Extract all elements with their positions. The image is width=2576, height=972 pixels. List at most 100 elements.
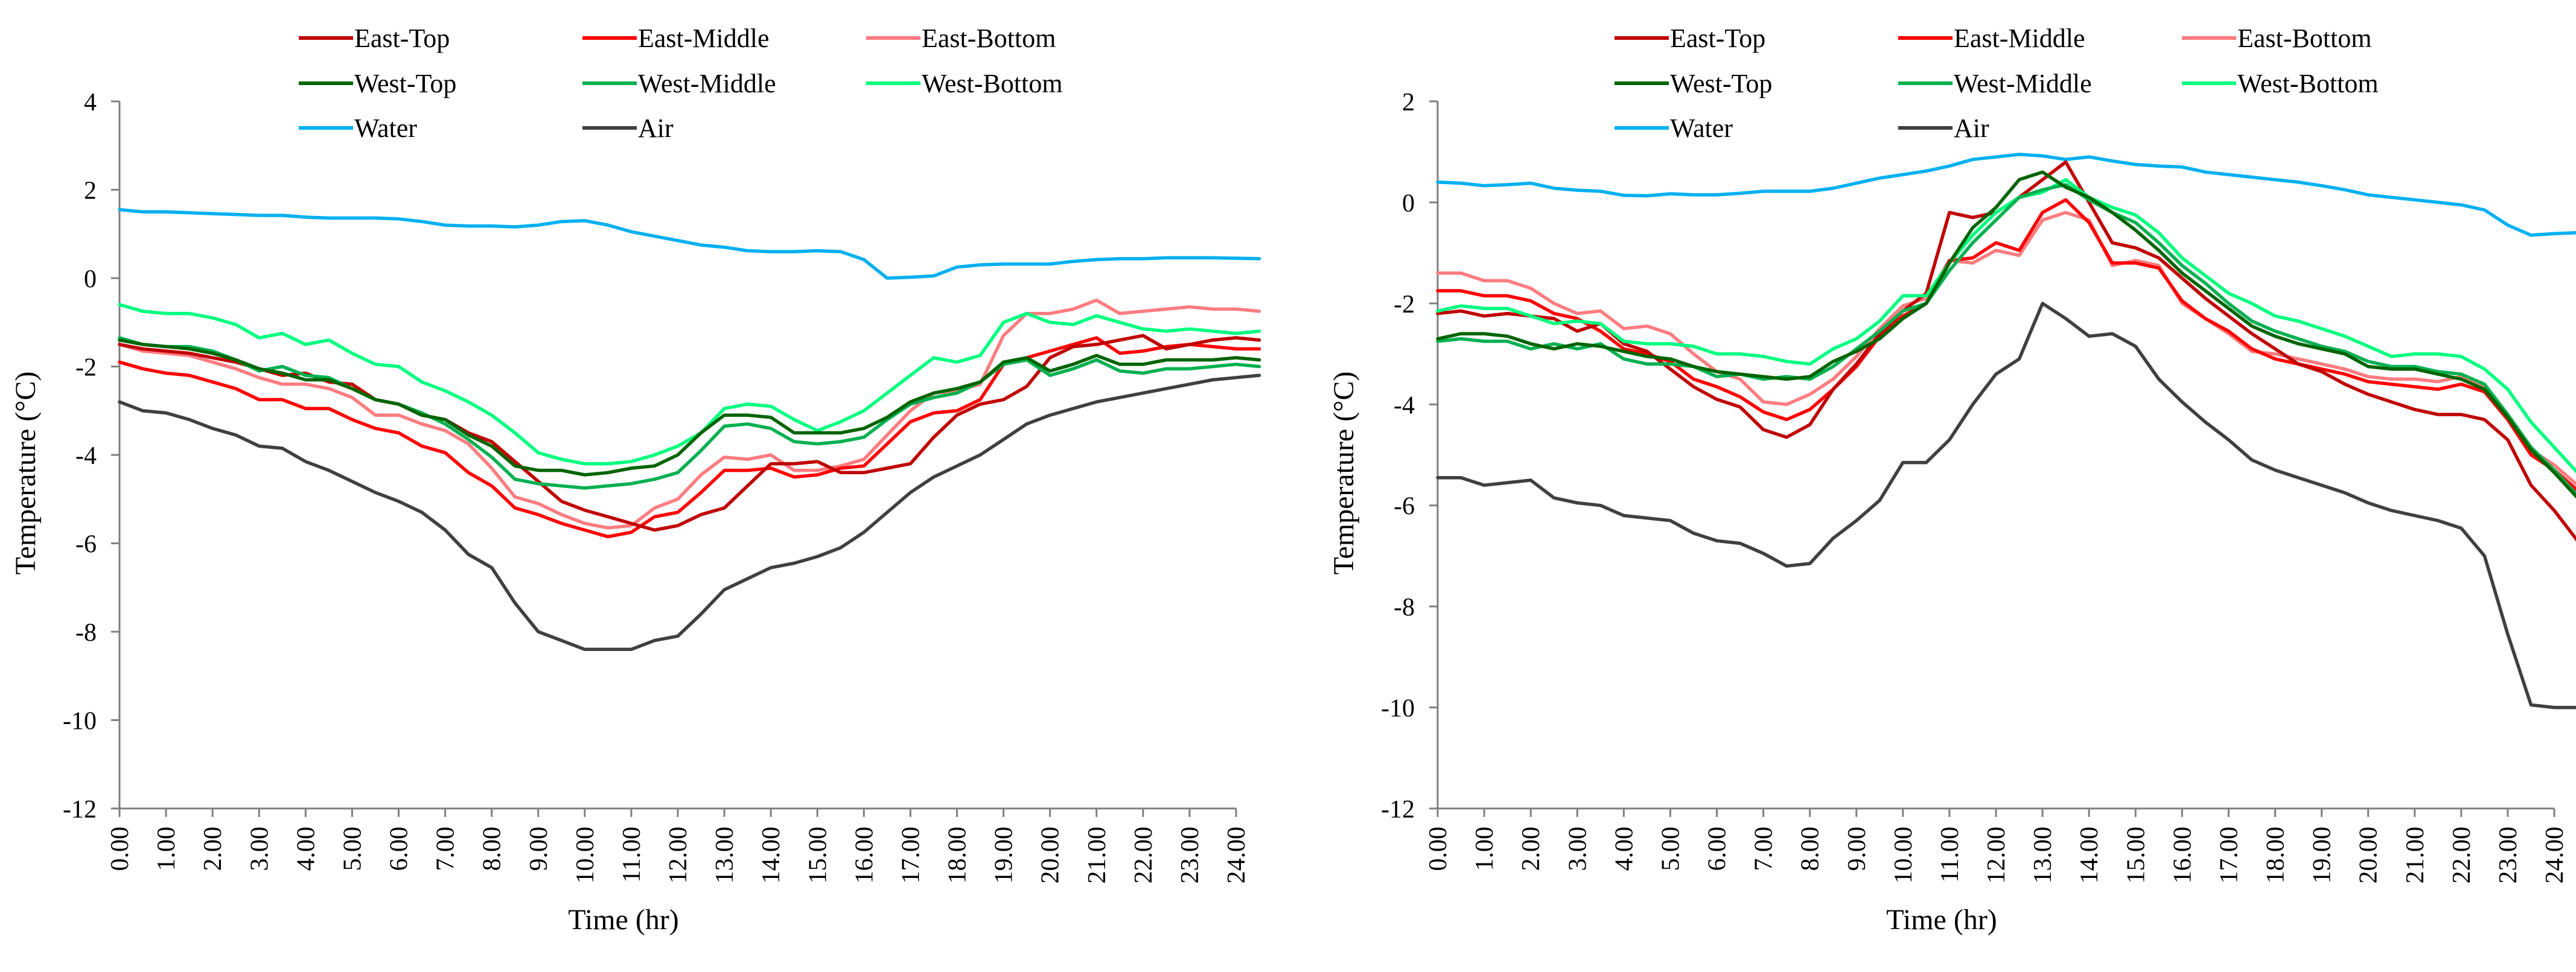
legend-item-west-middle: West-Middle — [582, 69, 776, 98]
series-line-east-bottom — [118, 298, 1261, 530]
y-tick-label: -4 — [1394, 392, 1415, 419]
y-tick-label: -4 — [75, 442, 97, 470]
y-tick-label: -12 — [1381, 796, 1415, 824]
series-line-west-top — [1436, 170, 2576, 499]
legend-label: East-Middle — [638, 24, 770, 53]
legend-item-east-top: East-Top — [1615, 24, 1765, 53]
x-tick-label: 17.00 — [2215, 827, 2243, 884]
y-tick-label: 2 — [84, 177, 97, 205]
x-tick-label: 8.00 — [479, 827, 506, 871]
y-tick-label: 0 — [1402, 189, 1415, 217]
legend: East-Top East-Middle East-Bottom West-Top We… — [299, 24, 1063, 143]
legend-label: Water — [1670, 113, 1733, 143]
series-line-water — [118, 208, 1261, 280]
x-tick-label: 21.00 — [2402, 827, 2429, 884]
y-tick-label: -6 — [1394, 493, 1415, 521]
x-tick-label: 5.00 — [339, 827, 366, 871]
series-line-west-middle — [1436, 183, 2576, 497]
x-tick-label: 12.00 — [1983, 827, 2010, 884]
x-tick-label: 20.00 — [1037, 827, 1065, 884]
y-tick-label: -8 — [75, 619, 97, 647]
axes: -12 -10 -8 -6 -4 -2 0 2 4 0.00 1.00 2.00 3.00 4.00 5.0… — [63, 89, 1251, 884]
series-line-east-middle — [118, 336, 1261, 539]
legend-label: West-Bottom — [2237, 69, 2379, 98]
y-tick-label: -10 — [63, 708, 97, 735]
legend-item-east-top: East-Top — [299, 24, 450, 53]
x-tick-label: 11.00 — [1936, 827, 1964, 883]
x-tick-label: 14.00 — [757, 827, 785, 884]
x-tick-label: 13.00 — [711, 827, 739, 884]
x-tick-label: 1.00 — [153, 827, 180, 871]
x-tick-label: 23.00 — [1176, 827, 1204, 884]
x-tick-label: 3.00 — [1564, 827, 1592, 871]
x-tick-label: 10.00 — [572, 827, 599, 884]
legend-label: West-Middle — [638, 69, 776, 98]
x-tick-label: 2.00 — [1517, 827, 1545, 871]
legend-item-west-top: West-Top — [299, 69, 456, 98]
legend-item-west-middle: West-Middle — [1898, 69, 2092, 98]
y-tick-label: -6 — [75, 531, 97, 559]
x-tick-label: 10.00 — [1890, 827, 1918, 884]
chart-left: -12 -10 -8 -6 -4 -2 0 2 4 0.00 1.00 2.00 3.00 4.00 5.0… — [10, 24, 1261, 936]
legend-item-west-bottom: West-Bottom — [866, 69, 1063, 98]
series-line-water — [1436, 153, 2576, 237]
x-tick-label: 21.00 — [1083, 827, 1111, 884]
x-tick-label: 24.00 — [2541, 827, 2569, 884]
legend-item-east-bottom: East-Bottom — [2182, 24, 2371, 53]
y-axis-title: Temperature (°C) — [10, 371, 42, 574]
x-tick-label: 6.00 — [386, 827, 413, 871]
x-tick-label: 23.00 — [2495, 827, 2522, 884]
legend-label: East-Top — [1670, 24, 1765, 53]
y-tick-label: -10 — [1381, 695, 1415, 723]
legend-label: East-Bottom — [2237, 24, 2371, 53]
x-tick-label: 9.00 — [1843, 827, 1871, 871]
legend-item-east-middle: East-Middle — [1898, 24, 2085, 53]
series-line-east-middle — [1436, 198, 2576, 492]
y-tick-label: -2 — [1394, 291, 1415, 319]
x-tick-label: 15.00 — [2122, 827, 2150, 884]
x-tick-label: 2.00 — [199, 827, 227, 871]
x-tick-label: 9.00 — [525, 827, 553, 871]
legend-item-air: Air — [1898, 113, 1989, 143]
x-tick-label: 0.00 — [106, 827, 134, 871]
x-tick-label: 15.00 — [804, 827, 832, 884]
x-axis-title: Time (hr) — [1886, 904, 1997, 936]
series-line-west-top — [118, 338, 1261, 477]
y-tick-label: 4 — [84, 89, 97, 116]
series-line-west-middle — [118, 336, 1261, 490]
x-tick-label: 13.00 — [2029, 827, 2057, 884]
legend-item-air: Air — [582, 113, 674, 143]
x-tick-label: 8.00 — [1797, 827, 1825, 871]
x-tick-label: 19.00 — [990, 827, 1018, 884]
series-line-east-bottom — [1436, 211, 2576, 486]
legend: East-Top East-Middle East-Bottom West-Top We… — [1615, 24, 2379, 143]
legend-label: West-Top — [354, 69, 456, 98]
y-tick-label: -2 — [75, 354, 97, 382]
x-tick-label: 16.00 — [850, 827, 878, 884]
x-tick-label: 11.00 — [618, 827, 646, 883]
x-tick-label: 4.00 — [292, 827, 320, 871]
x-tick-label: 24.00 — [1223, 827, 1251, 884]
x-tick-label: 0.00 — [1424, 827, 1452, 871]
legend-item-water: Water — [299, 113, 417, 143]
x-tick-label: 12.00 — [665, 827, 692, 884]
legend-item-east-middle: East-Middle — [582, 24, 770, 53]
legend-label: Air — [638, 113, 674, 143]
series-line-west-bottom — [118, 303, 1261, 466]
legend-label: Water — [354, 113, 417, 143]
legend-item-west-top: West-Top — [1615, 69, 1772, 98]
x-axis-title: Time (hr) — [568, 904, 679, 936]
legend-label: West-Bottom — [922, 69, 1063, 98]
legend-label: East-Middle — [1954, 24, 2085, 53]
series-lines — [1436, 153, 2576, 710]
x-tick-label: 1.00 — [1471, 827, 1499, 871]
x-tick-label: 20.00 — [2355, 827, 2383, 884]
y-tick-label: -8 — [1394, 594, 1415, 621]
legend-label: West-Top — [1670, 69, 1772, 98]
y-tick-label: 2 — [1402, 89, 1415, 116]
y-axis-title: Temperature (°C) — [1328, 371, 1360, 574]
x-tick-label: 19.00 — [2309, 827, 2336, 884]
legend-label: East-Top — [354, 24, 450, 53]
